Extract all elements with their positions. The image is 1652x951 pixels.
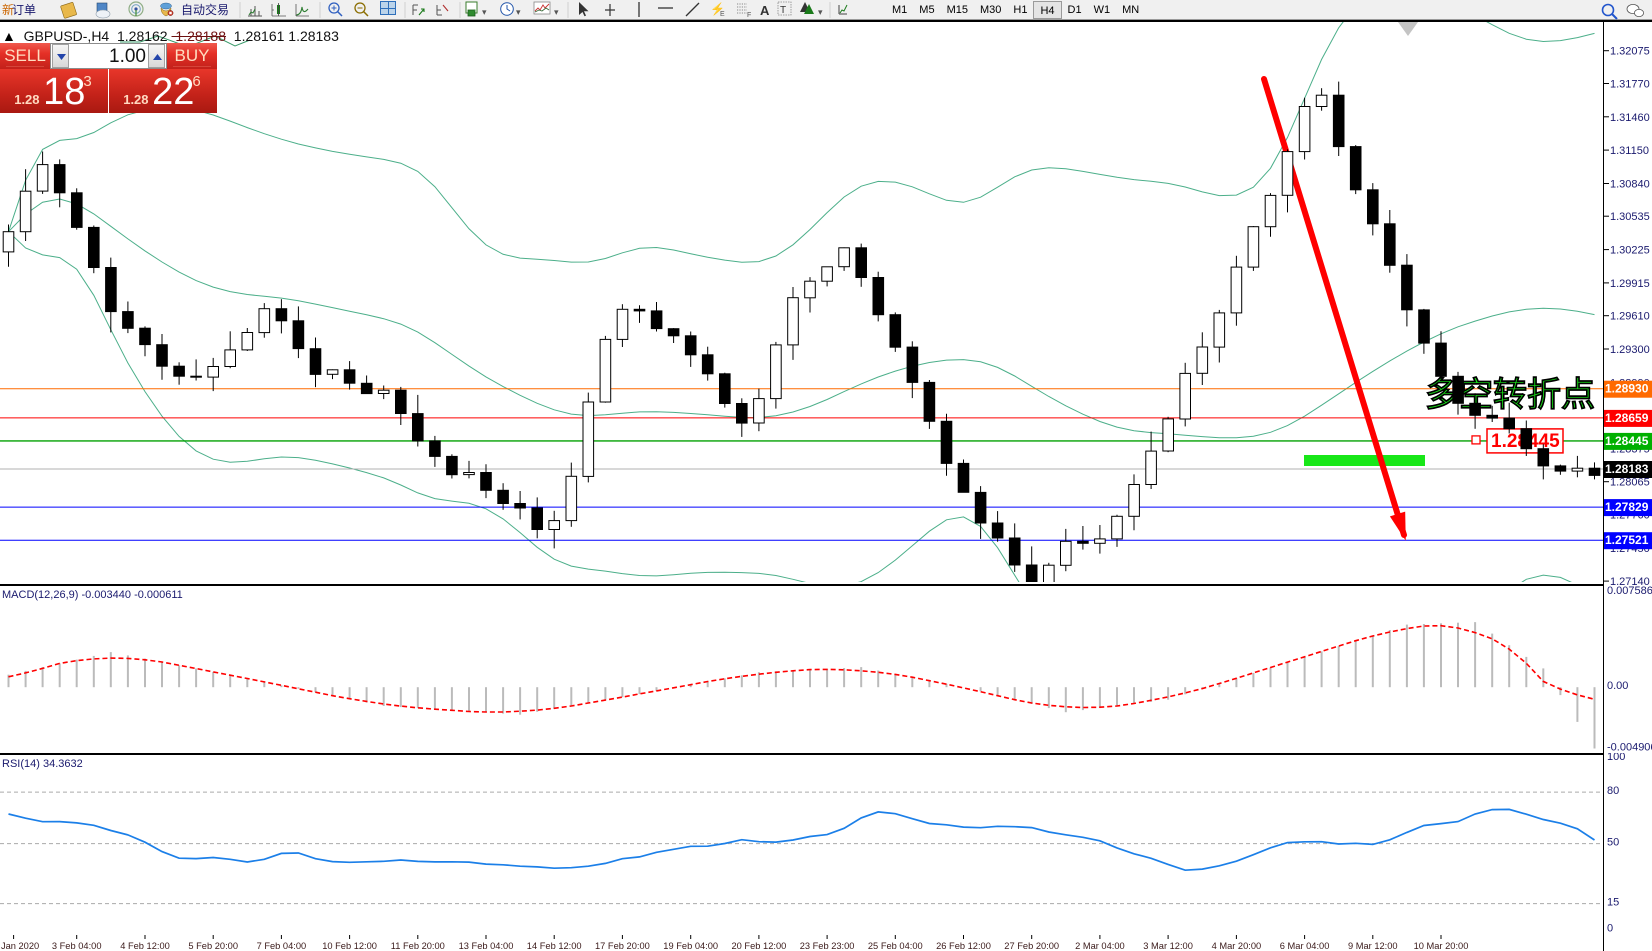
svg-text:10 Mar 20:00: 10 Mar 20:00 — [1414, 941, 1469, 951]
svg-text:0: 0 — [1607, 922, 1613, 934]
svg-text:RSI(14) 34.3632: RSI(14) 34.3632 — [2, 758, 83, 770]
svg-text:30 Jan 2020: 30 Jan 2020 — [0, 941, 39, 951]
svg-text:9 Mar 12:00: 9 Mar 12:00 — [1348, 941, 1398, 951]
svg-text:1.29915: 1.29915 — [1610, 278, 1650, 290]
svg-text:4 Mar 20:00: 4 Mar 20:00 — [1212, 941, 1262, 951]
svg-text:3 Feb 04:00: 3 Feb 04:00 — [52, 941, 102, 951]
svg-text:19 Feb 04:00: 19 Feb 04:00 — [663, 941, 718, 951]
svg-text:1.31460: 1.31460 — [1610, 112, 1650, 124]
svg-text:1.30535: 1.30535 — [1610, 211, 1650, 223]
svg-text:10 Feb 12:00: 10 Feb 12:00 — [322, 941, 377, 951]
svg-text:自动交易: 自动交易 — [181, 2, 229, 17]
svg-text:5 Feb 20:00: 5 Feb 20:00 — [188, 941, 238, 951]
svg-text:MACD(12,26,9) -0.003440 -0.000: MACD(12,26,9) -0.003440 -0.000611 — [2, 589, 183, 601]
svg-text:17 Feb 20:00: 17 Feb 20:00 — [595, 941, 650, 951]
svg-text:F: F — [747, 12, 751, 19]
svg-text:15: 15 — [1607, 897, 1619, 909]
svg-text:27 Feb 20:00: 27 Feb 20:00 — [1004, 941, 1059, 951]
svg-text:0.007586: 0.007586 — [1607, 585, 1652, 597]
svg-text:1.29610: 1.29610 — [1610, 311, 1650, 323]
svg-text:1.30840: 1.30840 — [1610, 179, 1650, 191]
svg-text:0.00: 0.00 — [1607, 680, 1628, 692]
svg-text:1.28065: 1.28065 — [1610, 477, 1650, 489]
svg-text:50: 50 — [1607, 837, 1619, 849]
svg-text:T: T — [780, 5, 786, 16]
svg-text:-0.004906: -0.004906 — [1607, 742, 1652, 753]
svg-text:E: E — [720, 11, 725, 18]
svg-text:1.30225: 1.30225 — [1610, 245, 1650, 257]
svg-text:1.28930: 1.28930 — [1605, 382, 1649, 396]
svg-text:1.27829: 1.27829 — [1605, 500, 1649, 514]
svg-text:3 Mar 12:00: 3 Mar 12:00 — [1143, 941, 1193, 951]
svg-text:20 Feb 12:00: 20 Feb 12:00 — [732, 941, 787, 951]
svg-text:2 Mar 04:00: 2 Mar 04:00 — [1075, 941, 1125, 951]
svg-text:11 Feb 20:00: 11 Feb 20:00 — [391, 941, 445, 951]
svg-text:多空转折点: 多空转折点 — [1425, 376, 1595, 414]
svg-text:▾: ▾ — [482, 7, 487, 17]
svg-text:1.28445: 1.28445 — [1605, 434, 1649, 448]
svg-text:1.27521: 1.27521 — [1605, 533, 1649, 547]
svg-text:14 Feb 12:00: 14 Feb 12:00 — [527, 941, 582, 951]
svg-text:1.32075: 1.32075 — [1610, 46, 1650, 58]
svg-text:订单: 订单 — [12, 3, 36, 17]
svg-text:A: A — [760, 3, 770, 18]
svg-text:1.28183: 1.28183 — [1605, 462, 1649, 476]
svg-text:1.29300: 1.29300 — [1610, 344, 1650, 356]
svg-text:1.31770: 1.31770 — [1610, 79, 1650, 91]
svg-text:▾: ▾ — [516, 7, 521, 17]
svg-text:100: 100 — [1607, 753, 1625, 763]
svg-text:▾: ▾ — [818, 7, 823, 17]
svg-text:1.28659: 1.28659 — [1605, 411, 1649, 425]
svg-text:6 Mar 04:00: 6 Mar 04:00 — [1280, 941, 1330, 951]
svg-text:26 Feb 12:00: 26 Feb 12:00 — [936, 941, 991, 951]
svg-text:13 Feb 04:00: 13 Feb 04:00 — [459, 941, 514, 951]
svg-text:▾: ▾ — [554, 7, 559, 17]
svg-text:1.31150: 1.31150 — [1610, 145, 1649, 157]
svg-text:4 Feb 12:00: 4 Feb 12:00 — [120, 941, 170, 951]
svg-text:23 Feb 23:00: 23 Feb 23:00 — [800, 941, 855, 951]
svg-text:25 Feb 04:00: 25 Feb 04:00 — [868, 941, 923, 951]
svg-text:80: 80 — [1607, 785, 1619, 797]
svg-text:7 Feb 04:00: 7 Feb 04:00 — [257, 941, 307, 951]
